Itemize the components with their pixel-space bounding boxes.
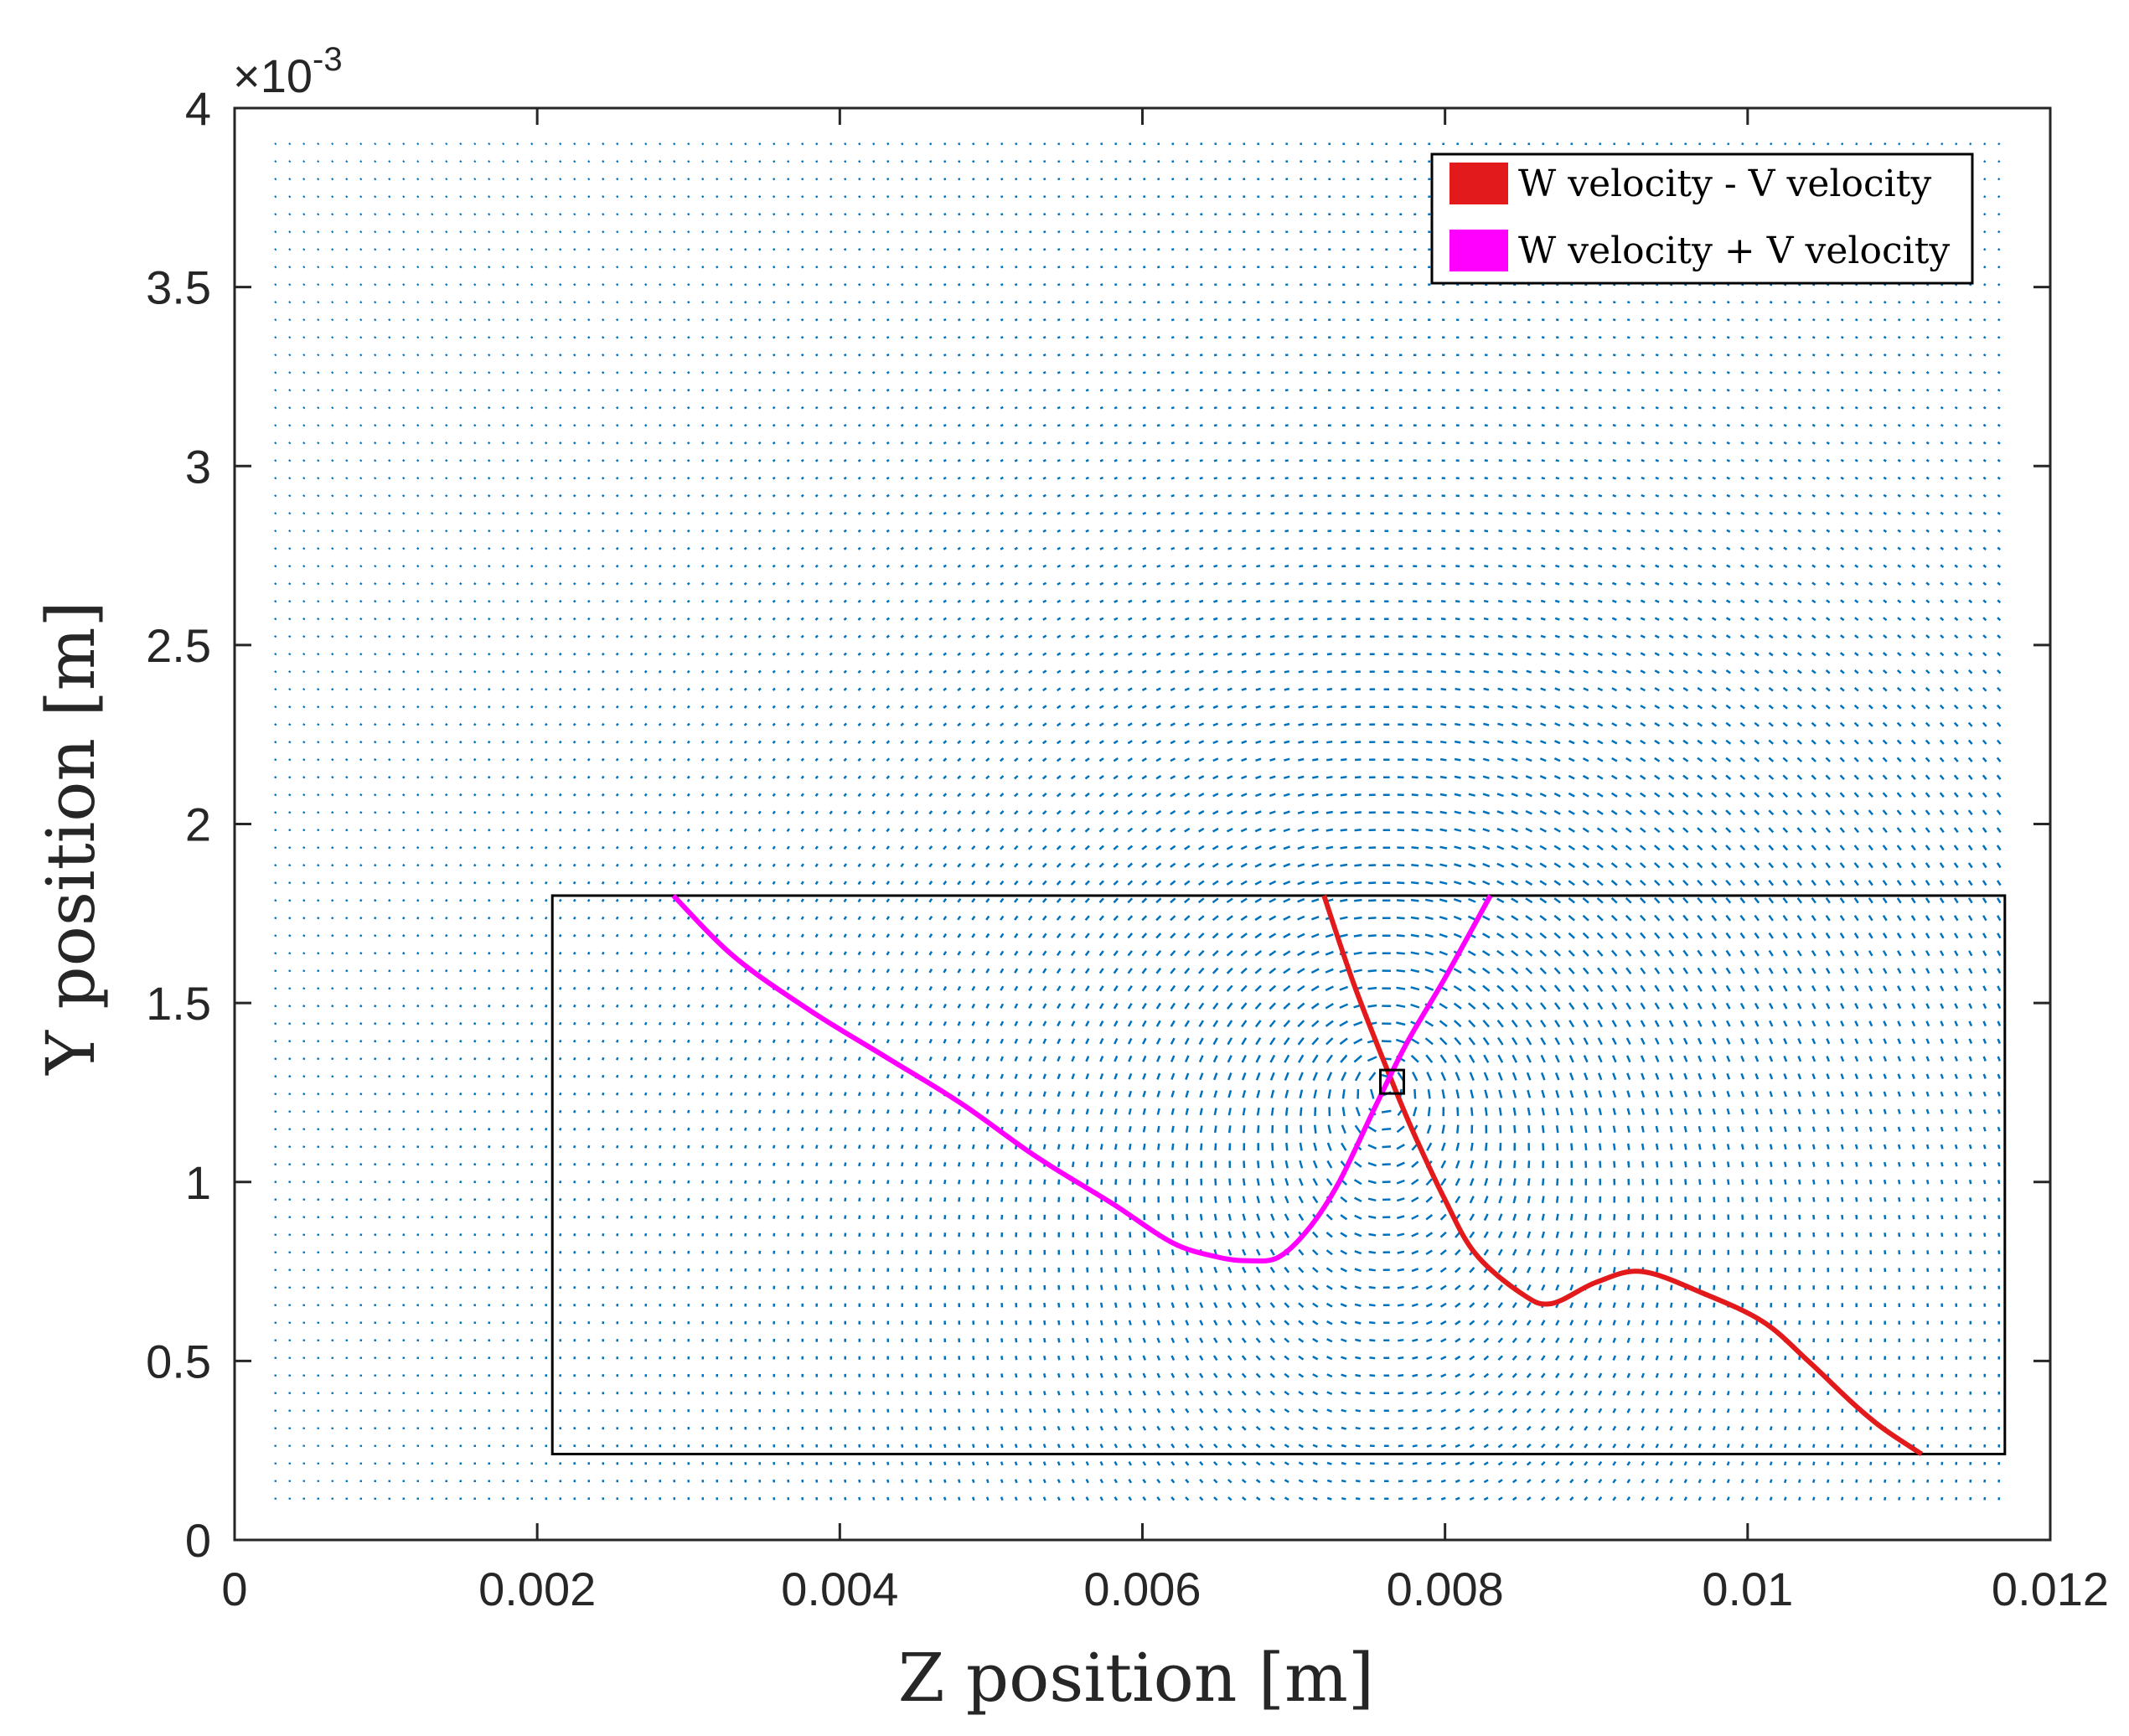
legend-label-w-plus-v: W velocity + V velocity [1518,230,1950,272]
x-tick-label: 0.012 [1992,1563,2109,1615]
quiver-arrows [274,142,2002,1501]
x-tick-label: 0 [221,1563,247,1615]
y-tick-label: 4 [185,82,211,135]
x-tick-label: 0.004 [781,1563,898,1615]
ticks-layer: 0 0.002 0.004 0.006 0.008 0.01 0.012 0 0.5 1 1.5 2 2… [146,82,2109,1615]
y-tick-label: 1 [185,1156,211,1209]
series-layer [671,893,1924,1456]
y-exponent-label: ×10-3 [233,41,343,102]
y-exponent-base: ×10 [233,49,313,102]
region-box-layer [550,894,2007,1455]
y-tick-label: 3.5 [146,261,211,314]
legend-label-w-minus-v: W velocity - V velocity [1518,163,1931,205]
y-tick-label: 0.5 [146,1335,211,1387]
y-tick-label: 1.5 [146,977,211,1030]
legend-box [1430,152,1974,285]
series-line-1 [671,893,1493,1264]
x-tick-label: 0.006 [1083,1563,1201,1615]
y-axis-label: Y position [m] [32,601,110,1075]
y-tick-label: 0 [185,1514,211,1567]
vector-field [274,142,2002,1501]
y-tick-label: 2.5 [146,619,211,672]
legend-swatch-w-plus-v [1449,230,1508,271]
y-tick-label: 2 [185,798,211,851]
intersection-marker [1378,1068,1405,1095]
x-tick-label: 0.008 [1387,1563,1504,1615]
region-box [550,894,2007,1455]
legend-swatch-w-minus-v [1449,163,1508,204]
y-exponent-power: -3 [313,41,343,78]
series-line-0 [1321,894,1924,1456]
x-tick-label: 0.002 [478,1563,596,1615]
legend: W velocity - V velocity W velocity + V v… [1430,152,1974,285]
x-tick-label: 0.01 [1702,1563,1793,1615]
y-tick-label: 3 [185,440,211,493]
x-axis-label: Z position [m] [898,1639,1374,1717]
